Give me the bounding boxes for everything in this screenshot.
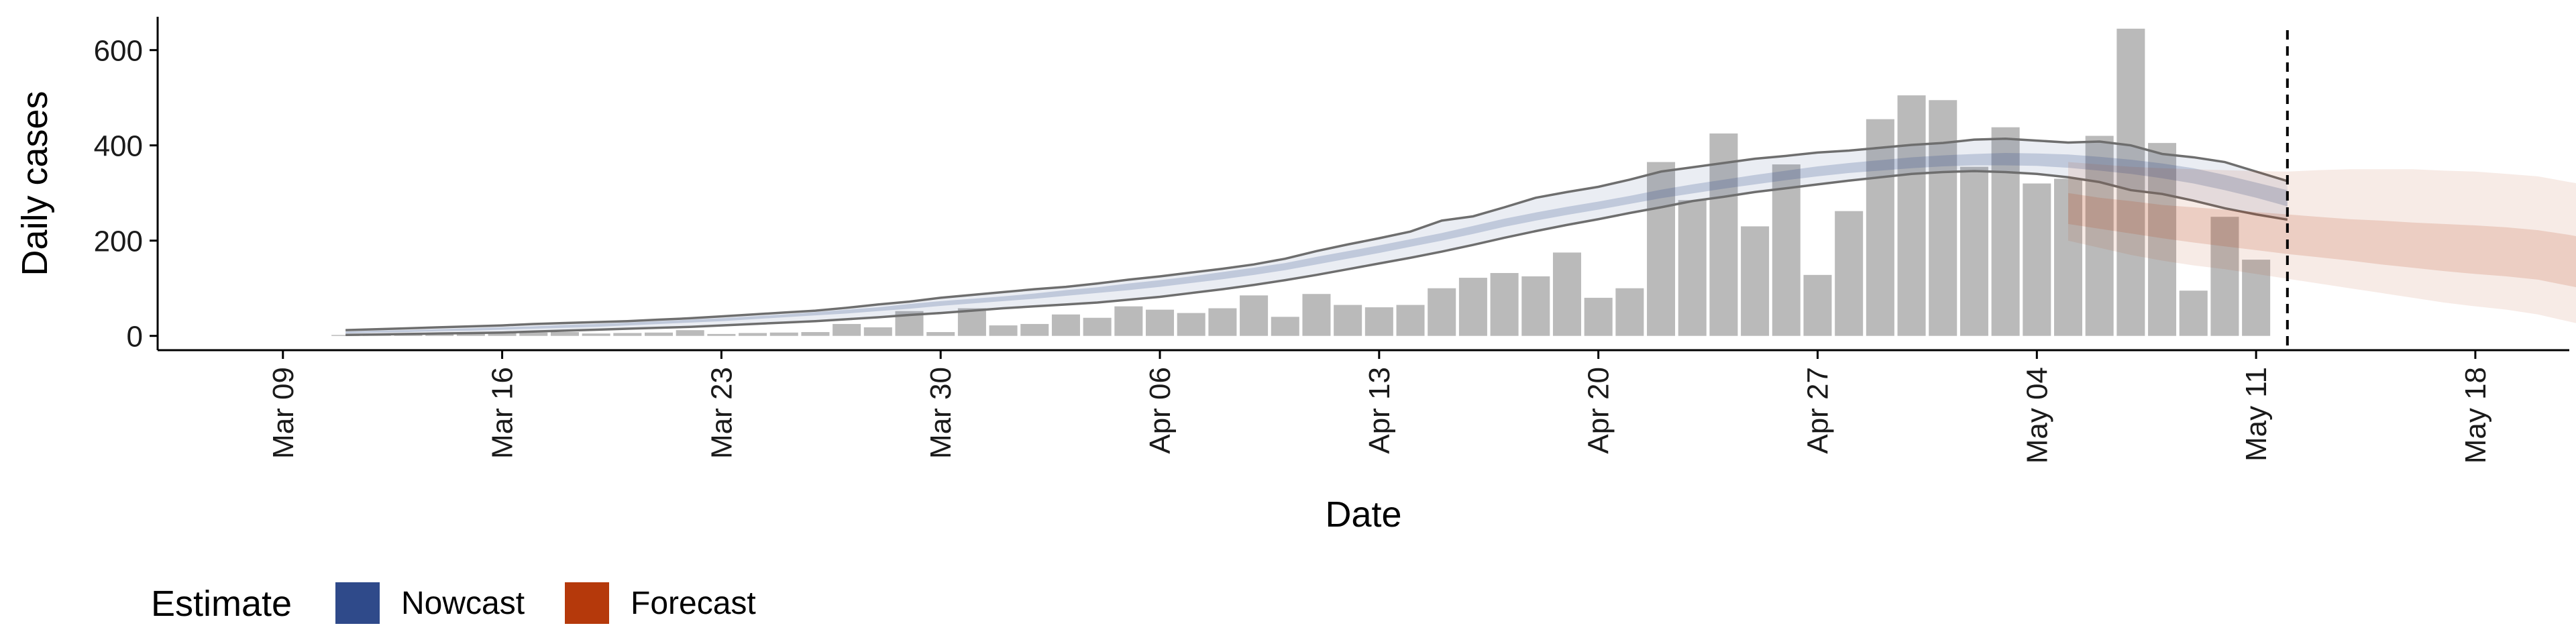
- bar: [1866, 119, 1894, 336]
- bar: [863, 327, 892, 336]
- bar: [1584, 297, 1613, 336]
- bar: [926, 332, 955, 336]
- bar: [801, 332, 830, 336]
- bar: [613, 333, 642, 336]
- x-tick-label: Mar 30: [924, 367, 957, 459]
- y-tick-label: 200: [94, 225, 143, 258]
- bar: [1929, 100, 1957, 336]
- bar: [1647, 162, 1676, 336]
- bar: [2085, 136, 2114, 336]
- bar: [1772, 164, 1801, 336]
- legend-label-forecast: Forecast: [631, 586, 756, 621]
- bar: [2179, 290, 2208, 336]
- bar: [1396, 305, 1425, 336]
- bar: [2023, 183, 2051, 336]
- bar: [1897, 95, 1926, 336]
- legend-label-nowcast: Nowcast: [401, 586, 525, 621]
- x-tick-label: Apr 06: [1144, 367, 1177, 454]
- bar: [1114, 306, 1143, 336]
- bar: [707, 333, 736, 336]
- x-tick-label: May 04: [2021, 367, 2053, 464]
- bar: [1302, 294, 1331, 336]
- x-tick-label: Mar 09: [267, 367, 300, 459]
- bar: [1177, 313, 1205, 336]
- bar: [957, 308, 986, 336]
- y-tick-label: 0: [127, 321, 143, 354]
- legend: Estimate Nowcast Forecast: [151, 582, 756, 624]
- bar: [2053, 178, 2082, 336]
- y-tick-label: 400: [94, 130, 143, 163]
- bar: [645, 332, 674, 336]
- nowcast-upper-line: [345, 138, 2288, 331]
- bar: [1428, 288, 1456, 336]
- bar: [1803, 274, 1832, 336]
- x-tick-label: Apr 27: [1801, 367, 1834, 454]
- x-tick-label: May 11: [2240, 367, 2273, 462]
- bar: [2210, 217, 2239, 336]
- y-axis-title: Daily cases: [15, 91, 55, 276]
- x-axis-title: Date: [1325, 494, 1401, 535]
- bar: [1835, 211, 1864, 336]
- x-tick-label: Apr 13: [1363, 367, 1396, 454]
- nowcast-outer-band: [345, 138, 2288, 335]
- bar: [1615, 288, 1644, 336]
- bar: [1334, 305, 1362, 336]
- bar: [1521, 276, 1550, 336]
- bar: [1051, 314, 1080, 336]
- bar: [1240, 295, 1269, 336]
- bar: [582, 333, 610, 336]
- bar: [331, 335, 360, 336]
- nowcast-lower-line: [345, 170, 2288, 337]
- forecast-outer-band: [2068, 162, 2576, 323]
- bar: [1364, 307, 1393, 336]
- bar: [833, 323, 861, 336]
- x-tick-label: May 18: [2459, 367, 2492, 464]
- legend-swatch-forecast: [565, 582, 609, 624]
- bar: [1490, 272, 1519, 336]
- plot-area: [331, 28, 2576, 350]
- bar: [1020, 323, 1049, 336]
- y-tick-label: 600: [94, 35, 143, 68]
- x-tick-label: Mar 16: [486, 367, 519, 459]
- bar: [1458, 278, 1487, 336]
- bar: [456, 333, 485, 336]
- bar: [425, 333, 454, 336]
- x-tick-label: Apr 20: [1582, 367, 1615, 454]
- bar: [1552, 252, 1581, 336]
- bar: [739, 333, 767, 336]
- bar: [2116, 28, 2145, 336]
- bar: [2242, 260, 2271, 336]
- bar: [1083, 317, 1112, 336]
- bar: [2148, 143, 2177, 336]
- x-tick-label: Mar 23: [705, 367, 738, 459]
- bar: [769, 332, 798, 336]
- legend-swatch-nowcast: [335, 582, 380, 624]
- bar: [550, 332, 579, 336]
- bar: [989, 325, 1018, 336]
- bar: [1271, 317, 1299, 336]
- bar: [1960, 166, 1988, 336]
- bar: [1741, 226, 1770, 336]
- bar: [519, 332, 548, 336]
- bar: [676, 330, 704, 336]
- bar: [1208, 308, 1237, 336]
- legend-title: Estimate: [151, 584, 292, 624]
- bar: [1146, 309, 1175, 336]
- bar: [1678, 200, 1707, 336]
- axes: 0 200 400 600 Mar 09 Mar 16 Mar 23 Mar 30 Apr 06…: [94, 17, 2569, 464]
- bar: [488, 333, 517, 336]
- forecast-inner-band: [2068, 193, 2576, 288]
- bar: [1991, 127, 2020, 336]
- bar: [1709, 133, 1738, 336]
